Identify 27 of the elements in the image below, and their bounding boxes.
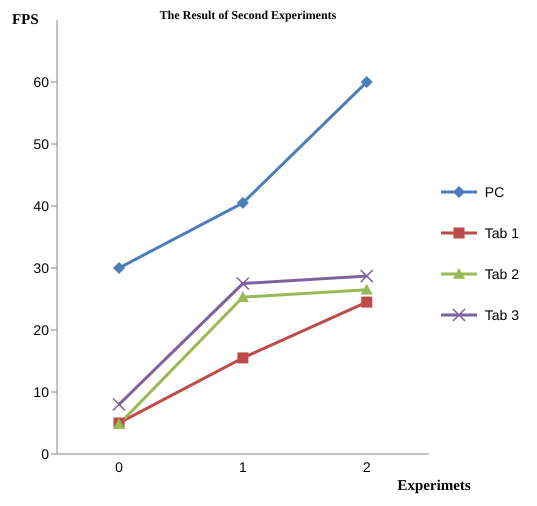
x-tick-label: 1 <box>238 458 247 475</box>
x-tick-label: 2 <box>362 458 371 475</box>
legend-label: PC <box>484 184 504 200</box>
y-tick-label: 20 <box>33 322 50 338</box>
y-axis-title: FPS <box>12 12 39 29</box>
legend-label: Tab 3 <box>484 306 519 322</box>
x-tick-label: 0 <box>115 458 124 475</box>
point <box>236 291 249 302</box>
point <box>361 296 372 308</box>
legend-label: Tab 2 <box>484 266 519 282</box>
point <box>236 276 250 290</box>
chart-title: The Result of Second Experiments <box>160 8 336 22</box>
y-tick-label: 50 <box>33 136 50 152</box>
y-tick-label: 0 <box>41 446 50 462</box>
y-tick-label: 40 <box>33 198 50 214</box>
point <box>112 398 126 412</box>
point <box>113 262 125 274</box>
legend-label: Tab 1 <box>484 224 519 240</box>
y-tick-label: 60 <box>33 74 50 90</box>
point <box>360 269 374 283</box>
y-tick-label: 10 <box>33 384 50 400</box>
y-tick-label: 30 <box>33 260 50 276</box>
point <box>360 284 373 294</box>
point <box>236 196 249 209</box>
point <box>237 352 248 364</box>
point <box>360 76 373 88</box>
x-axis-title: Experimets <box>397 478 471 494</box>
